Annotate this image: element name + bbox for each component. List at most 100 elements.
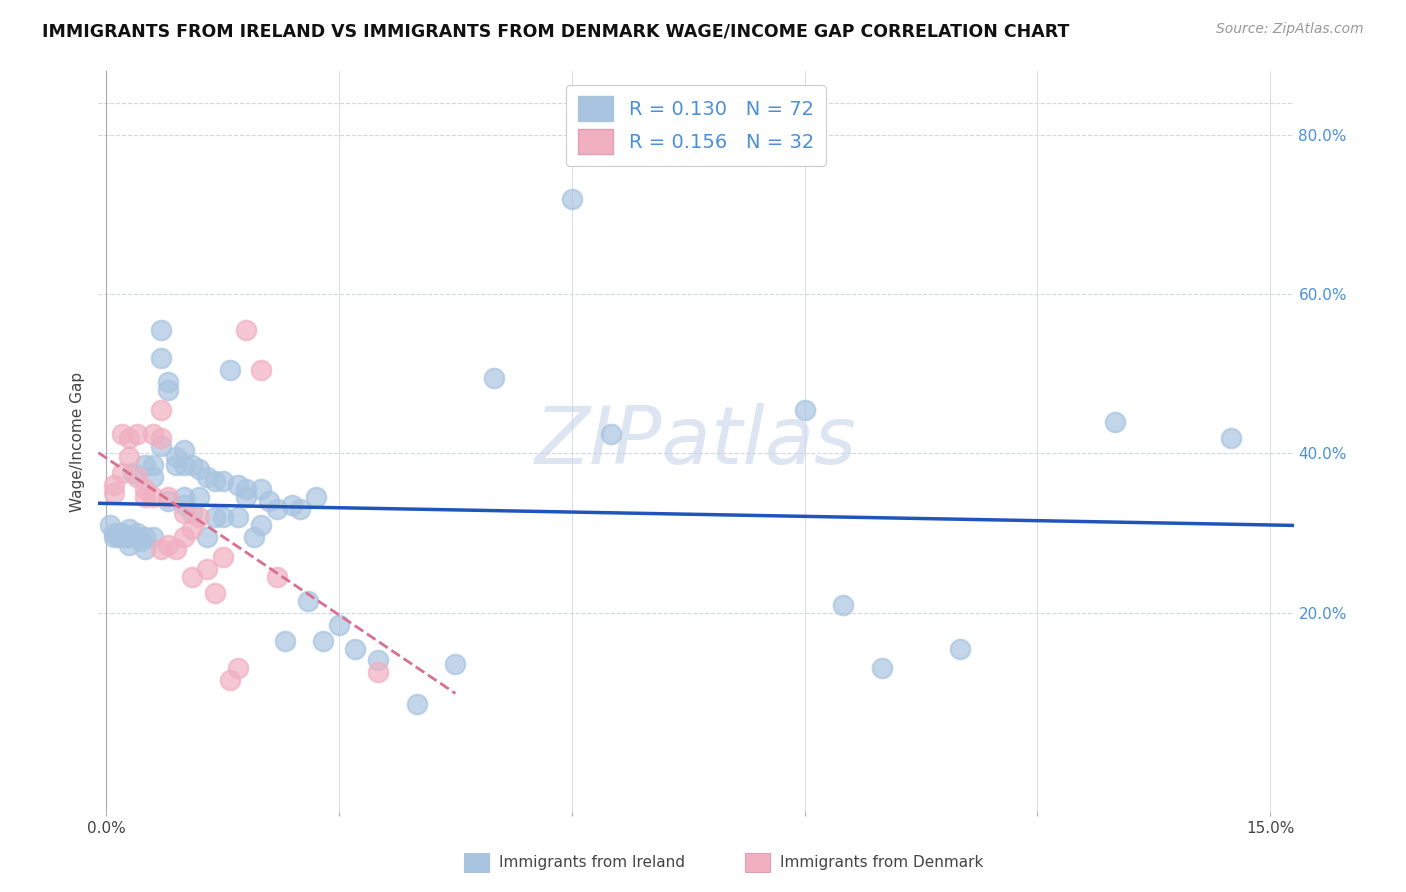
Point <box>444 657 467 672</box>
Point <box>111 426 134 441</box>
Point <box>165 541 187 556</box>
Point <box>235 323 257 337</box>
Point <box>149 323 172 337</box>
Point <box>235 490 257 504</box>
Point <box>118 431 141 445</box>
Point <box>211 510 233 524</box>
Point <box>173 506 195 520</box>
Text: Immigrants from Denmark: Immigrants from Denmark <box>780 855 984 870</box>
Point <box>188 490 211 504</box>
Point <box>103 478 125 492</box>
Point <box>367 665 389 680</box>
Point <box>226 510 249 524</box>
Point <box>405 698 427 712</box>
Point <box>103 530 125 544</box>
Point <box>103 486 125 500</box>
Point <box>832 598 855 612</box>
Point <box>134 458 156 473</box>
Point <box>111 530 134 544</box>
Point <box>343 641 366 656</box>
Point <box>219 673 242 688</box>
Point <box>127 530 149 544</box>
Point <box>180 570 202 584</box>
Point <box>188 462 211 476</box>
Point <box>114 530 136 544</box>
Point <box>127 526 149 541</box>
Point <box>257 494 280 508</box>
Point <box>98 518 121 533</box>
Point <box>949 641 972 656</box>
Point <box>149 402 172 417</box>
Point <box>219 363 242 377</box>
Point <box>250 518 273 533</box>
Point <box>204 510 226 524</box>
Point <box>127 426 149 441</box>
Point <box>122 467 145 481</box>
Point <box>157 490 180 504</box>
Point <box>204 475 226 489</box>
Point <box>134 530 156 544</box>
Point <box>242 530 264 544</box>
Point <box>204 586 226 600</box>
Point <box>273 633 295 648</box>
Point <box>173 490 195 504</box>
Point <box>226 661 249 675</box>
Point <box>599 426 621 441</box>
Point <box>561 192 583 206</box>
Point <box>188 510 211 524</box>
Point <box>226 478 249 492</box>
Point <box>870 661 893 675</box>
Text: IMMIGRANTS FROM IRELAND VS IMMIGRANTS FROM DENMARK WAGE/INCOME GAP CORRELATION C: IMMIGRANTS FROM IRELAND VS IMMIGRANTS FR… <box>42 22 1070 40</box>
Point <box>211 475 233 489</box>
Point <box>266 570 288 584</box>
Point <box>118 522 141 536</box>
Point <box>149 541 172 556</box>
Point <box>173 458 195 473</box>
Point <box>305 490 328 504</box>
Point <box>149 351 172 365</box>
Point <box>297 593 319 607</box>
Point <box>157 494 180 508</box>
Point <box>165 458 187 473</box>
Legend: R = 0.130   N = 72, R = 0.156   N = 32: R = 0.130 N = 72, R = 0.156 N = 32 <box>567 85 825 166</box>
Point <box>165 450 187 465</box>
Text: ZIPatlas: ZIPatlas <box>534 402 858 481</box>
Y-axis label: Wage/Income Gap: Wage/Income Gap <box>70 371 86 512</box>
Point <box>1104 415 1126 429</box>
Point <box>103 526 125 541</box>
Point <box>111 526 134 541</box>
Point <box>157 383 180 397</box>
Point <box>118 530 141 544</box>
Point <box>118 538 141 552</box>
Point <box>793 402 815 417</box>
Point <box>149 438 172 452</box>
Point <box>107 530 129 544</box>
Point <box>129 534 152 549</box>
Point <box>235 483 257 497</box>
Point <box>134 483 156 497</box>
Point <box>211 549 233 564</box>
Point <box>195 562 218 576</box>
Point <box>118 450 141 465</box>
Point <box>173 442 195 457</box>
Point <box>111 467 134 481</box>
Point <box>1220 431 1243 445</box>
Point <box>195 470 218 484</box>
Point <box>290 502 312 516</box>
Point <box>281 498 304 512</box>
Point <box>142 426 165 441</box>
Point <box>180 458 202 473</box>
Point <box>142 458 165 473</box>
Point <box>127 470 149 484</box>
Point <box>367 653 389 667</box>
Text: Source: ZipAtlas.com: Source: ZipAtlas.com <box>1216 22 1364 37</box>
Point <box>134 541 156 556</box>
Point <box>173 498 195 512</box>
Point <box>157 538 180 552</box>
Point <box>173 530 195 544</box>
Point <box>195 530 218 544</box>
Point <box>482 371 505 385</box>
Point <box>157 375 180 389</box>
Point <box>266 502 288 516</box>
Point <box>180 522 202 536</box>
